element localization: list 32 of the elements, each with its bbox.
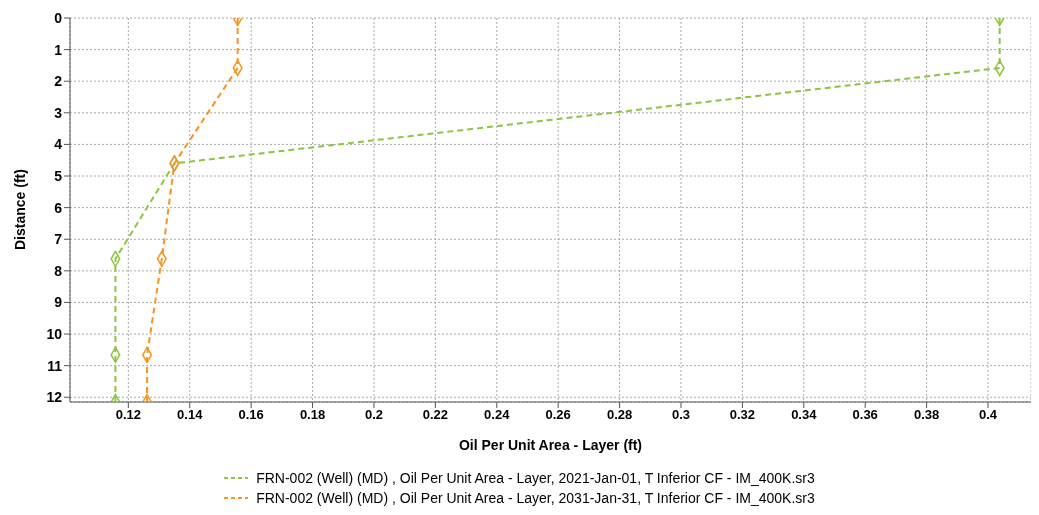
x-tick-label: 0.2 [364,407,383,423]
x-tick-label: 0.18 [299,407,326,423]
legend-label: FRN-002 (Well) (MD) , Oil Per Unit Area - Layer, 2021-Jan-01, T Inferior CF - IM_400K.sr3 [256,469,815,488]
y-tick-label: 0 [54,9,63,26]
y-tick-label: 11 [47,357,63,374]
y-tick-label: 9 [54,294,63,311]
x-tick-label: 0.14 [177,407,204,423]
x-tick-label: 0.12 [115,407,141,423]
y-tick-label: 6 [54,199,63,216]
x-axis-title: Oil Per Unit Area - Layer (ft) [458,437,643,453]
y-tick-label: 8 [54,262,63,279]
y-tick-label: 5 [54,167,63,184]
x-tick-label: 0.38 [913,407,940,423]
y-tick-label: 12 [46,389,63,406]
legend-label: FRN-002 (Well) (MD) , Oil Per Unit Area - Layer, 2031-Jan-31, T Inferior CF - IM_400K.sr3 [256,489,815,508]
y-tick-label: 10 [46,326,63,343]
x-tick-label: 0.22 [422,407,449,423]
y-tick-label: 7 [54,231,63,248]
y-tick-label: 4 [54,136,63,153]
y-tick-label: 1 [54,41,63,58]
x-tick-label: 0.32 [729,407,756,423]
y-tick-label: 2 [54,73,63,90]
x-tick-label: 0.28 [606,407,633,423]
x-tick-label: 0.24 [484,407,511,423]
x-tick-label: 0.34 [791,407,818,423]
y-axis-title: Distance (ft) [11,169,28,250]
x-tick-label: 0.16 [238,407,264,423]
x-tick-label: 0.36 [852,407,878,423]
x-tick-label: 0.3 [671,407,691,423]
y-tick-label: 3 [54,104,63,121]
x-tick-label: 0.26 [545,407,571,423]
x-tick-label: 0.4 [978,407,998,423]
